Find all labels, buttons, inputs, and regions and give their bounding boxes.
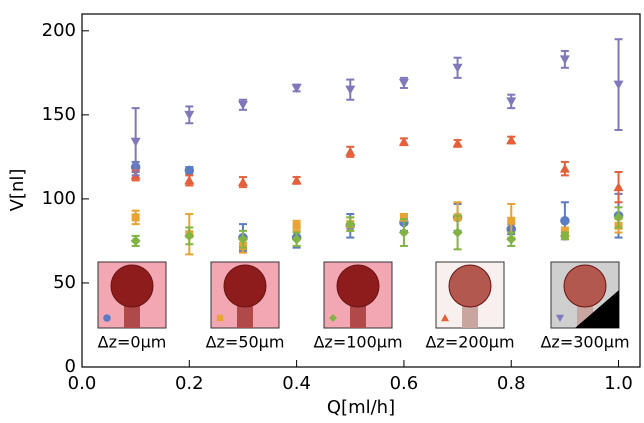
point (291, 234, 302, 245)
point (613, 80, 624, 90)
point (345, 85, 356, 95)
point (506, 135, 517, 145)
point (237, 177, 248, 187)
inset-droplet (223, 264, 267, 308)
point (398, 136, 409, 146)
point (291, 175, 302, 185)
point (184, 175, 195, 185)
point (398, 78, 409, 88)
y-tick-label: 50 (53, 272, 76, 293)
point (184, 230, 195, 241)
inset-droplet (448, 264, 492, 308)
inset-marker (103, 314, 111, 322)
y-axis-label: V[nl] (7, 169, 28, 212)
point (507, 216, 516, 225)
point (613, 212, 624, 223)
point (398, 227, 409, 238)
x-tick-label: 1.0 (604, 373, 633, 394)
point (130, 235, 141, 246)
point (291, 83, 302, 93)
point (506, 234, 517, 245)
series-label: Δz=300μm (540, 333, 629, 352)
inset-droplet (336, 264, 380, 308)
point (559, 55, 570, 65)
series-label: Δz=0μm (98, 333, 167, 352)
plot-frame (81, 13, 641, 368)
point (559, 163, 570, 173)
point (237, 100, 248, 110)
point (452, 227, 463, 238)
x-tick-label: 0.8 (497, 373, 526, 394)
x-tick-label: 0.6 (390, 373, 419, 394)
x-tick-label: 0.0 (68, 373, 97, 394)
inset-marker (556, 314, 564, 322)
point (345, 146, 356, 156)
x-tick-label: 0.4 (282, 373, 311, 394)
inset-shadow (575, 290, 619, 328)
series-label: Δz=200μm (425, 333, 514, 352)
point (184, 110, 195, 120)
point (184, 165, 195, 176)
x-axis-label: Q[ml/h] (327, 397, 395, 418)
y-tick-label: 100 (42, 188, 76, 209)
point (559, 230, 570, 241)
inset-image (323, 261, 393, 329)
point (452, 63, 463, 73)
inset-image (210, 261, 280, 329)
inset-droplet (110, 264, 154, 308)
inset-marker (329, 314, 337, 322)
inset-marker (441, 314, 449, 322)
inset-image (435, 261, 505, 329)
y-tick-label: 150 (42, 104, 76, 125)
point (131, 213, 140, 222)
point (345, 219, 356, 230)
series-label: Δz=100μm (313, 333, 402, 352)
y-tick-label: 0 (65, 356, 76, 377)
point (506, 97, 517, 107)
point (130, 137, 141, 147)
inset-droplet (563, 264, 607, 308)
point (452, 138, 463, 148)
series-label: Δz=50μm (206, 333, 285, 352)
x-tick-label: 0.2 (175, 373, 204, 394)
point (560, 216, 570, 226)
point (237, 234, 248, 245)
inset-marker (216, 314, 224, 322)
point (292, 221, 301, 230)
y-tick-label: 200 (42, 20, 76, 41)
point (613, 182, 624, 192)
